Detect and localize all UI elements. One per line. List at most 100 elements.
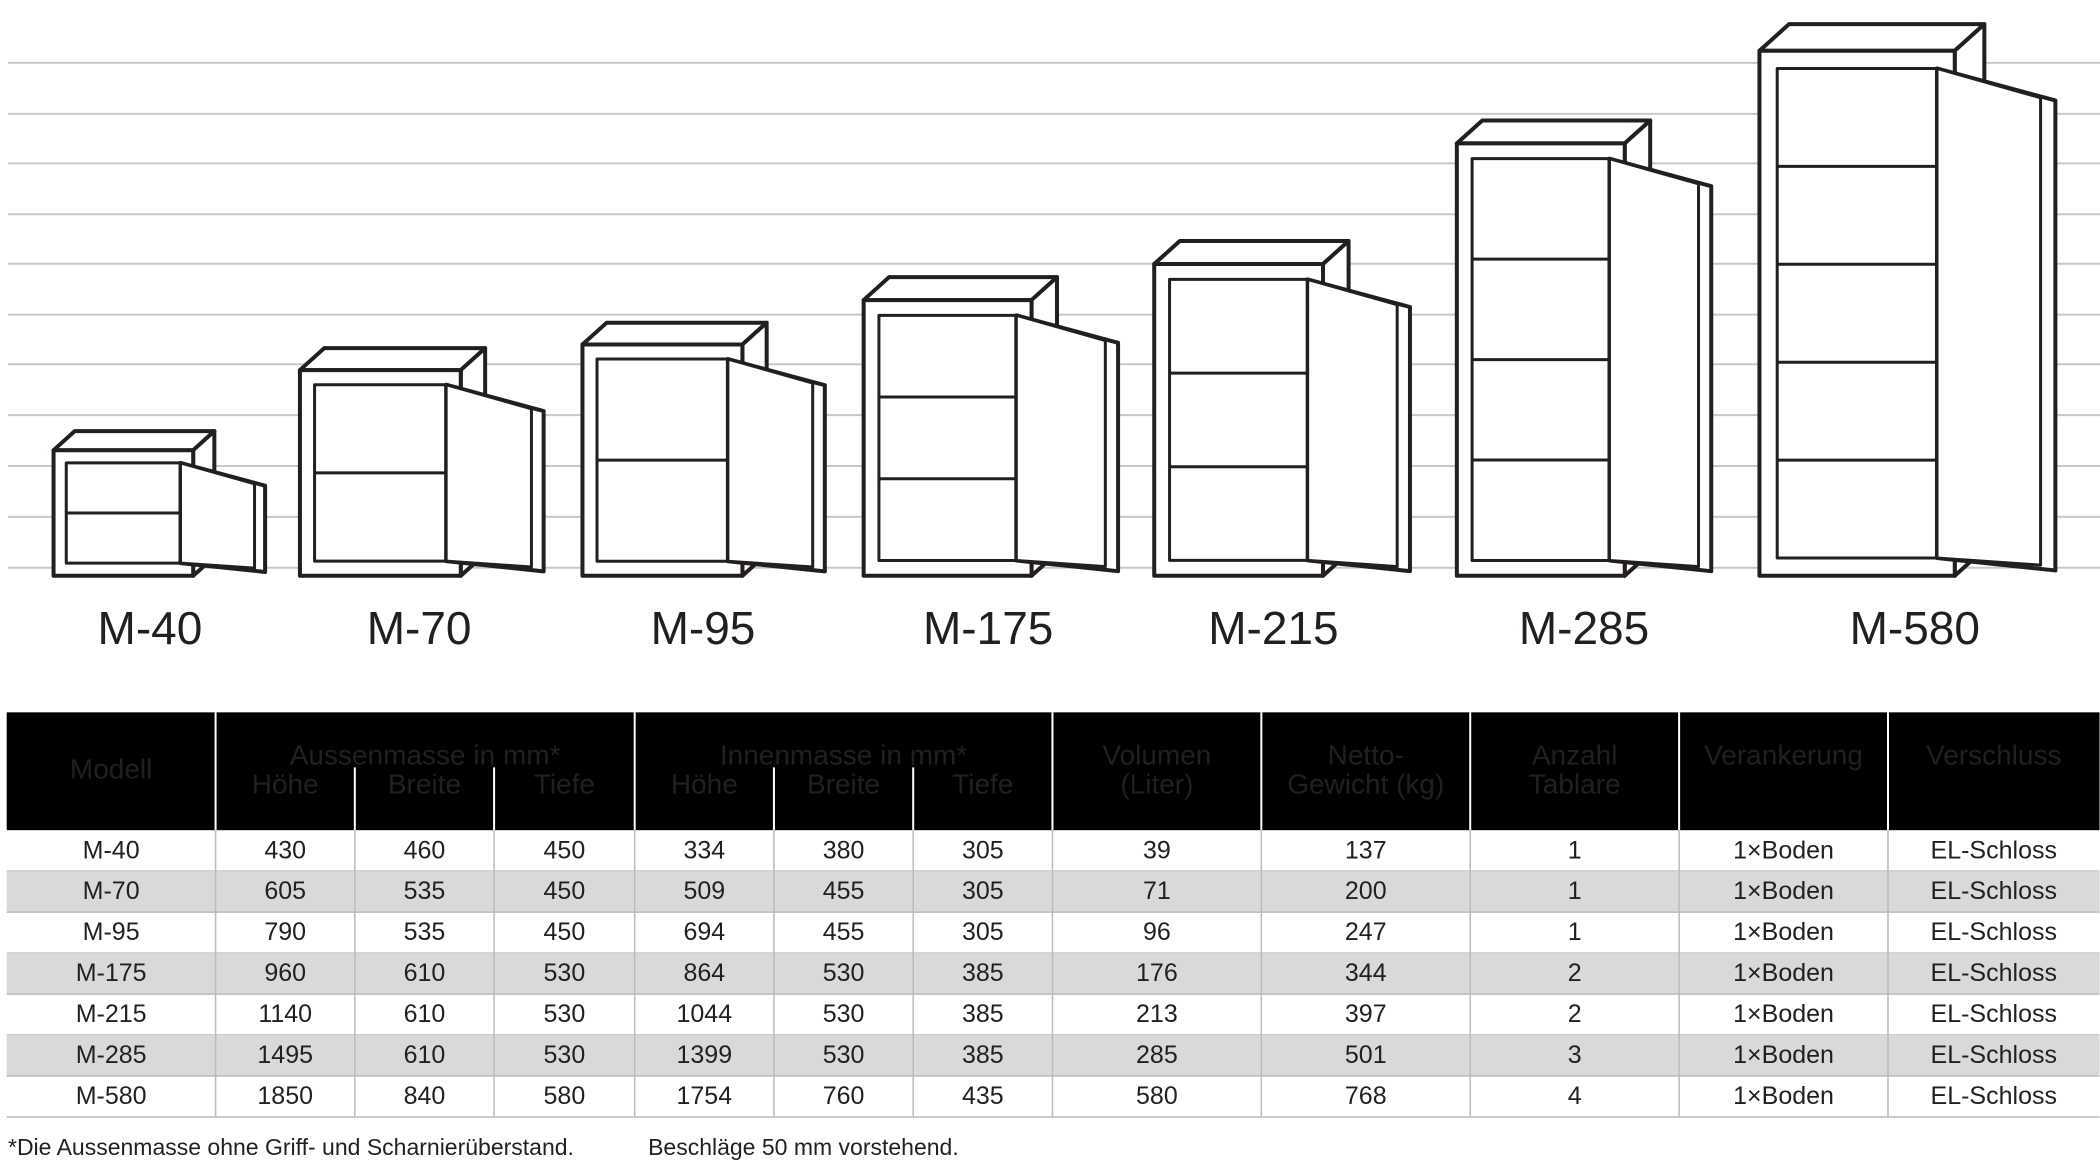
- table-cell: 305: [962, 877, 1004, 905]
- table-cell: 768: [1345, 1082, 1387, 1110]
- table-cell: 2: [1568, 959, 1582, 987]
- table-cell: 3: [1568, 1041, 1582, 1069]
- table-cell: 790: [264, 918, 306, 946]
- table-cell: 530: [823, 1041, 865, 1069]
- table-cell: 840: [404, 1082, 446, 1110]
- safe-opening: [877, 313, 1018, 563]
- table-cell: M-285: [76, 1041, 147, 1069]
- table-cell: 96: [1143, 918, 1171, 946]
- table-cell: 305: [962, 836, 1004, 864]
- table-cell: 430: [264, 836, 306, 864]
- door: [1935, 66, 2043, 567]
- table-cell: 435: [962, 1082, 1004, 1110]
- door: [726, 357, 815, 569]
- safe-top: [1757, 22, 1987, 53]
- table-cell: 610: [404, 959, 446, 987]
- table-cell: EL-Schloss: [1931, 836, 2057, 864]
- table-cell: EL-Schloss: [1931, 877, 2057, 905]
- safe-label: M-215: [1208, 602, 1338, 654]
- header-cell: Tiefe: [952, 769, 1013, 800]
- table-cell: 1495: [257, 1041, 313, 1069]
- door: [444, 383, 533, 569]
- table-cell: 39: [1143, 836, 1171, 864]
- table-cell: 200: [1345, 877, 1387, 905]
- header-cell: Anzahl: [1532, 740, 1618, 771]
- table-cell: 530: [544, 959, 586, 987]
- table-cell: 71: [1143, 877, 1171, 905]
- table-cell: 535: [404, 918, 446, 946]
- table-cell: M-215: [76, 1000, 147, 1028]
- table-cell: 1×Boden: [1733, 1082, 1834, 1110]
- table-cell: 247: [1345, 918, 1387, 946]
- table-cell: 1754: [677, 1082, 733, 1110]
- header-cell: (Liter): [1120, 769, 1193, 800]
- table-cell: 2: [1568, 1000, 1582, 1028]
- table-cell: 864: [683, 959, 725, 987]
- table-cell: 580: [1136, 1082, 1178, 1110]
- footnote: Beschläge 50 mm vorstehend.: [648, 1134, 959, 1160]
- safe-label: M-175: [923, 602, 1053, 654]
- table-cell: 137: [1345, 836, 1387, 864]
- door: [178, 461, 257, 570]
- safe-label: M-285: [1519, 602, 1649, 654]
- header-cell: Tablare: [1529, 769, 1621, 800]
- table-cell: 1×Boden: [1733, 959, 1834, 987]
- header-cell: Netto-: [1328, 740, 1404, 771]
- table-cell: 285: [1136, 1041, 1178, 1069]
- table-cell: 385: [962, 959, 1004, 987]
- table-cell: 334: [683, 836, 725, 864]
- table-cell: 1×Boden: [1733, 1000, 1834, 1028]
- table-cell: 385: [962, 1000, 1004, 1028]
- door: [1607, 157, 1701, 569]
- safe-label: M-40: [98, 602, 203, 654]
- table-cell: 450: [544, 836, 586, 864]
- table-cell: 610: [404, 1041, 446, 1069]
- table-cell: 605: [264, 877, 306, 905]
- table-cell: M-580: [76, 1082, 147, 1110]
- safe-label: M-95: [651, 602, 756, 654]
- safe: [1454, 118, 1714, 578]
- table-cell: 1: [1568, 836, 1582, 864]
- header-cell: Breite: [388, 769, 461, 800]
- header-cell: Modell: [70, 754, 152, 785]
- table-cell: M-95: [83, 918, 140, 946]
- header-cell: Höhe: [671, 769, 738, 800]
- table-cell: 530: [544, 1000, 586, 1028]
- table-cell: 450: [544, 877, 586, 905]
- safe-top: [1152, 239, 1351, 267]
- footnote: *Die Aussenmasse ohne Griff- und Scharni…: [8, 1134, 574, 1160]
- safe: [297, 346, 546, 578]
- table-cell: 530: [823, 1000, 865, 1028]
- table-cell: 610: [404, 1000, 446, 1028]
- safe-label: M-70: [367, 602, 472, 654]
- table-cell: EL-Schloss: [1931, 1082, 2057, 1110]
- table-cell: 455: [823, 918, 865, 946]
- table-cell: 1×Boden: [1733, 1041, 1834, 1069]
- table-cell: EL-Schloss: [1931, 918, 2057, 946]
- table-cell: 1×Boden: [1733, 836, 1834, 864]
- table-cell: 397: [1345, 1000, 1387, 1028]
- table-cell: 385: [962, 1041, 1004, 1069]
- safe-label: M-580: [1850, 602, 1980, 654]
- safe-top: [1454, 118, 1653, 146]
- table-cell: 1×Boden: [1733, 918, 1834, 946]
- header-cell: Verschluss: [1926, 740, 2061, 771]
- header-cell: Gewicht (kg): [1287, 769, 1444, 800]
- table-cell: 580: [544, 1082, 586, 1110]
- header-cell: Breite: [807, 769, 880, 800]
- table-cell: M-70: [83, 877, 140, 905]
- safe-top: [861, 275, 1060, 303]
- safe-top: [51, 429, 217, 453]
- table-cell: 1×Boden: [1733, 877, 1834, 905]
- safe-top: [580, 320, 769, 347]
- table-cell: 501: [1345, 1041, 1387, 1069]
- table-cell: 344: [1345, 959, 1387, 987]
- door: [1306, 277, 1399, 569]
- table-cell: 530: [544, 1041, 586, 1069]
- header-group: Innenmasse in mm*: [720, 740, 968, 771]
- header-group: Aussenmasse in mm*: [290, 740, 561, 771]
- safe-opening: [1168, 277, 1310, 562]
- safe: [1757, 22, 2058, 578]
- table-cell: 694: [683, 918, 725, 946]
